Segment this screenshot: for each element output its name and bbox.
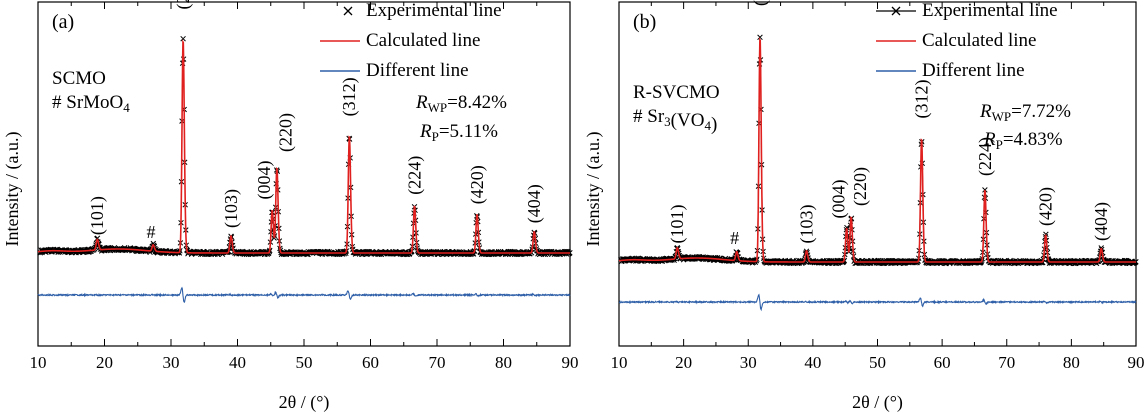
peak-label: (420) [467, 165, 488, 204]
panel-label: (b) [633, 11, 656, 33]
legend-difference-label: Different line [922, 60, 1025, 81]
legend-calculated-label: Calculated line [922, 30, 1036, 51]
x-tick-label: 90 [562, 353, 579, 372]
peak-label: (103) [796, 205, 817, 244]
sample-label: R-SVCMO [633, 82, 720, 103]
x-tick-label: 50 [869, 353, 886, 372]
x-tick-label: 40 [804, 353, 821, 372]
legend-experimental-label: Experimental line [366, 0, 502, 21]
peak-labels: (101) # (200) (103) (004)(220) (312) (224) (420… [667, 0, 1112, 248]
legend-experimental-label: Experimental line [922, 0, 1058, 21]
peak-label: (312) [911, 80, 932, 119]
panel-label: (a) [52, 11, 74, 33]
x-tick-label: 70 [429, 353, 446, 372]
x-tick-label: 80 [495, 353, 512, 372]
x-tick-label: 30 [740, 353, 757, 372]
phase-marker-label: # [730, 228, 739, 248]
peak-label: (200) [173, 0, 194, 10]
peak-labels: (101) # (200) (103) (004)(220) (312) (224) (420… [87, 0, 545, 242]
panel-a: 10 20 30 40 50 60 70 80 90 2θ / (°) Intensity / (a… [2, 0, 579, 413]
x-axis-label: 2θ / (°) [279, 392, 330, 413]
peak-label: (101) [87, 196, 108, 235]
x-tick-label: 80 [1063, 353, 1080, 372]
phase-label: # SrMoO4 [52, 92, 130, 115]
experimental-markers [618, 34, 1139, 267]
peak-label: (200) [750, 0, 771, 6]
x-tick-label: 30 [163, 353, 180, 372]
peak-label: (404) [1091, 202, 1112, 241]
x-tick-label: 40 [229, 353, 246, 372]
peak-label: (224) [404, 156, 425, 195]
difference-line [37, 286, 571, 304]
x-axis: 10 20 30 40 50 60 70 80 90 [30, 2, 579, 372]
peak-label: (224) [975, 137, 996, 176]
calculated-line [618, 37, 1136, 263]
peak-label: (420) [1036, 187, 1057, 226]
legend-experimental-marker [891, 6, 901, 16]
rp-label: RP=5.11% [419, 121, 498, 144]
x-tick-label: 50 [296, 353, 313, 372]
peak-label: (101) [667, 205, 688, 244]
x-tick-label: 20 [96, 353, 113, 372]
experimental-series [37, 35, 573, 258]
experimental-markers [37, 35, 573, 258]
rwp-label: RWP=7.72% [979, 101, 1071, 124]
x-tick-label: 10 [611, 353, 628, 372]
x-tick-label: 20 [675, 353, 692, 372]
difference-line [618, 293, 1137, 312]
panel-b: 10 20 30 40 50 60 70 80 90 2θ / (°) Intensity / (a… [583, 0, 1145, 413]
legend-difference-label: Different line [366, 60, 469, 81]
plot-frame [618, 1, 1137, 347]
x-tick-label: 10 [30, 353, 47, 372]
y-axis-label: Intensity / (a.u.) [2, 132, 23, 247]
rp-label: RP=4.83% [983, 129, 1063, 152]
peak-label: (004) [828, 180, 849, 219]
legend-experimental-marker [343, 6, 353, 16]
peak-label: (404) [524, 184, 545, 223]
legend: Experimental line Calculated line Differen… [876, 0, 1058, 81]
peak-label: (312) [339, 77, 360, 116]
peak-label: (220) [850, 167, 871, 206]
phase-label: # Sr3(VO4) [633, 106, 717, 135]
peak-label: (004) [254, 161, 275, 200]
experimental-series [618, 34, 1139, 267]
rwp-label: RWP=8.42% [415, 92, 507, 115]
legend: Experimental line Calculated line Differen… [320, 0, 502, 81]
legend-calculated-label: Calculated line [366, 30, 480, 51]
x-tick-label: 60 [362, 353, 379, 372]
phase-marker-label: # [147, 222, 156, 242]
x-tick-label: 60 [934, 353, 951, 372]
y-axis-label: Intensity / (a.u.) [583, 132, 604, 247]
calculated-line [37, 39, 570, 254]
peak-label: (220) [276, 113, 297, 152]
x-tick-label: 70 [998, 353, 1015, 372]
x-axis: 10 20 30 40 50 60 70 80 90 [611, 2, 1145, 372]
peak-label: (103) [221, 189, 242, 228]
sample-label: SCMO [52, 68, 106, 89]
x-tick-label: 90 [1128, 353, 1145, 372]
x-axis-label: 2θ / (°) [852, 392, 903, 413]
